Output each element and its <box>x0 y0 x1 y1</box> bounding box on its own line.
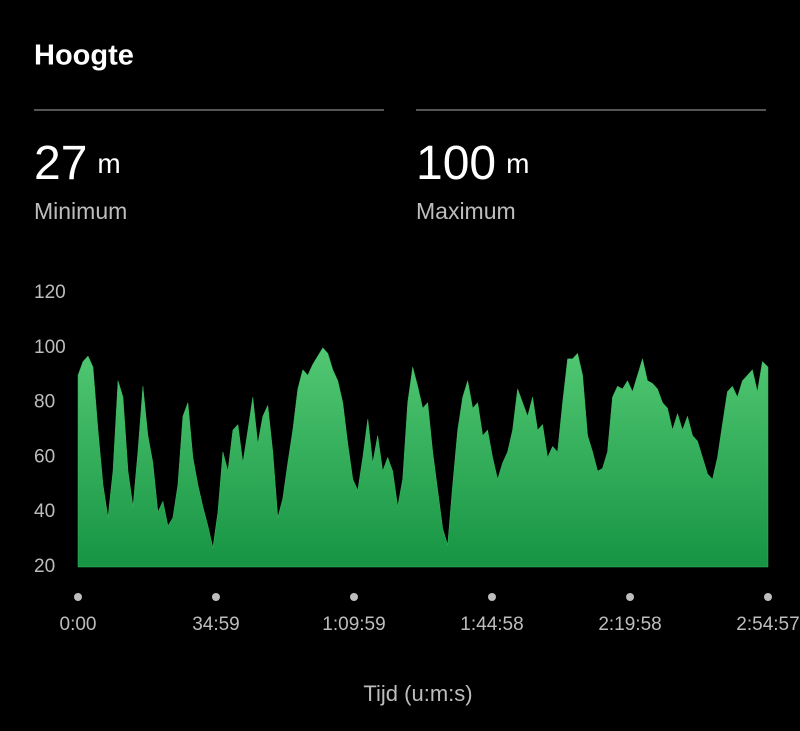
x-tick-label: 1:44:58 <box>460 614 523 635</box>
y-tick-label: 40 <box>34 501 55 522</box>
y-tick-label: 100 <box>34 337 66 358</box>
x-axis-label: Tijd (u:m:s) <box>363 681 472 706</box>
stat-label: Maximum <box>416 198 516 224</box>
y-tick-label: 80 <box>34 392 55 413</box>
x-tick-dot <box>350 593 359 601</box>
x-tick-dot <box>487 593 496 601</box>
x-tick-dot <box>211 593 220 601</box>
stat-number: 100 <box>416 137 496 190</box>
y-tick-label: 120 <box>34 282 66 303</box>
stat-unit: m <box>506 148 529 179</box>
x-tick-label: 2:19:58 <box>598 614 661 635</box>
stat-value: 27 m <box>34 137 121 190</box>
area <box>77 347 769 568</box>
x-tick-dot <box>74 593 82 601</box>
stat-value: 100 m <box>416 137 529 190</box>
x-tick-label: 0:00 <box>60 614 97 635</box>
title: Hoogte <box>34 40 134 72</box>
stat-label: Minimum <box>34 198 127 224</box>
y-tick-label: 20 <box>34 556 55 577</box>
x-tick-label: 2:54:57 <box>736 614 799 635</box>
x-tick-label: 1:09:59 <box>322 614 385 635</box>
y-tick-label: 60 <box>34 446 55 467</box>
x-tick-dot <box>626 593 635 601</box>
x-tick-label: 34:59 <box>192 614 240 635</box>
stat-number: 27 <box>34 137 87 190</box>
x-tick-dot <box>764 593 772 601</box>
stat-unit: m <box>97 148 120 179</box>
